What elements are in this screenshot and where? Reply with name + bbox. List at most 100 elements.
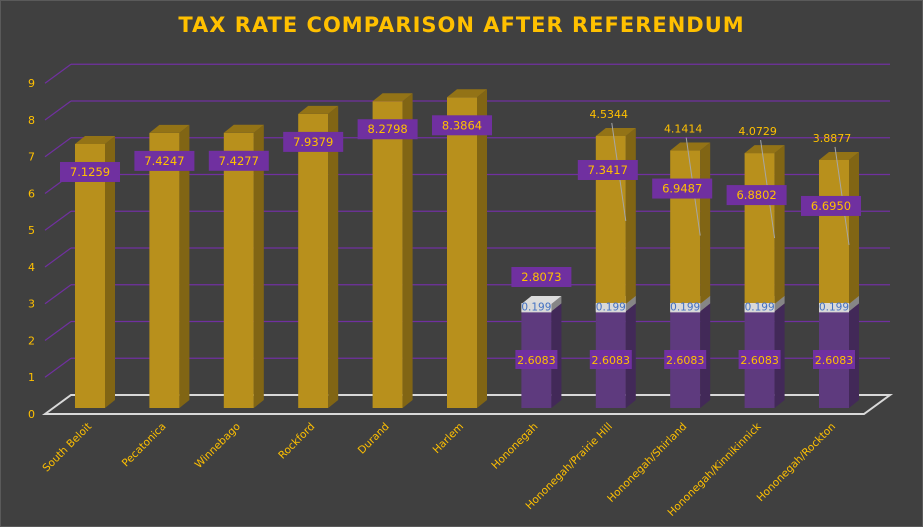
bar-side — [477, 89, 487, 409]
total-label-box — [357, 119, 418, 140]
bar-segment — [298, 105, 339, 408]
x-tick-label: Winnebago — [193, 421, 243, 471]
bar-front — [819, 159, 849, 304]
data-label: 4.1414 — [664, 123, 703, 136]
data-label-box — [521, 302, 552, 313]
y-tick-label: 9 — [28, 77, 35, 90]
data-label: 2.6083 — [815, 354, 854, 367]
y-tick-label: 1 — [28, 371, 35, 384]
bar-front — [372, 101, 403, 409]
bar-segment — [744, 145, 785, 304]
gridline-diagonal — [44, 284, 72, 305]
gridline-diagonal — [44, 100, 72, 121]
bar-segment — [149, 124, 190, 409]
bar-front — [670, 150, 701, 304]
bar-segment — [372, 93, 413, 409]
bar-top — [595, 127, 636, 136]
data-label-box — [589, 350, 632, 369]
data-label: 0.199 — [521, 301, 551, 313]
total-label: 7.3417 — [588, 163, 628, 177]
x-tick-label: Harlem — [431, 421, 467, 457]
total-label-box — [801, 195, 861, 216]
x-tick-label: South Beloit — [40, 421, 94, 475]
gridline-diagonal — [44, 137, 72, 158]
bar-top — [372, 93, 413, 102]
bar-side — [328, 105, 339, 408]
data-label-box — [515, 350, 558, 369]
total-label-box — [134, 150, 195, 171]
bar-side — [700, 142, 711, 304]
bar-top — [744, 145, 785, 154]
data-label-box — [744, 302, 775, 313]
x-tick-label: Durand — [356, 421, 392, 457]
bar-front — [744, 153, 775, 304]
bar-segment — [223, 124, 264, 409]
bar-segment — [75, 135, 115, 408]
x-tick-label: Hononegah/Prairie Hill — [523, 421, 614, 512]
chart-floor — [41, 394, 894, 415]
bar-top — [298, 105, 339, 114]
bar-top — [670, 142, 711, 151]
y-tick-label: 5 — [28, 224, 35, 237]
y-tick-label: 8 — [28, 114, 35, 127]
y-tick-label: 6 — [28, 187, 35, 200]
x-tick-label: Pecatonica — [120, 421, 169, 470]
total-label: 2.8073 — [521, 270, 561, 284]
bar-top — [447, 89, 487, 98]
data-label: 0.199 — [745, 301, 775, 313]
chart-title: TAX RATE COMPARISON AFTER REFERENDUM — [178, 13, 745, 37]
bar-side — [253, 124, 264, 409]
data-label: 0.199 — [819, 301, 849, 313]
data-label: 3.8877 — [813, 132, 852, 145]
gridline-diagonal — [44, 321, 72, 341]
y-tick-label: 2 — [28, 334, 35, 347]
data-label: 2.6083 — [740, 354, 779, 367]
bar-side — [551, 295, 562, 312]
bar-side — [402, 93, 413, 409]
bar-side — [849, 295, 859, 312]
data-label: 0.199 — [596, 301, 626, 313]
bar-front — [75, 143, 105, 408]
total-label: 8.3864 — [442, 118, 482, 132]
x-tick-label: Hononegah — [489, 421, 540, 472]
gridline-diagonal — [44, 247, 72, 268]
bar-side — [105, 135, 115, 408]
total-label-box — [726, 185, 787, 206]
bar-segment — [447, 89, 487, 409]
bar-front — [447, 97, 477, 409]
total-label-box — [432, 115, 492, 136]
data-label: 2.6083 — [592, 354, 631, 367]
y-tick-label: 7 — [28, 151, 35, 164]
gridline-diagonal — [44, 210, 72, 231]
bar-side — [774, 295, 785, 312]
gridline-diagonal — [44, 357, 72, 378]
bar-top — [75, 135, 115, 144]
total-label: 7.4247 — [144, 154, 184, 168]
total-label: 6.6950 — [811, 199, 851, 213]
data-label: 0.199 — [670, 301, 700, 313]
bar-front — [298, 113, 329, 408]
data-label-box — [595, 302, 626, 313]
x-tick-label: Rockford — [276, 421, 317, 462]
x-tick-label: Hononegah/Shirland — [605, 421, 689, 505]
bar-segment — [819, 151, 859, 304]
total-label-box — [511, 266, 572, 287]
data-label-box — [664, 350, 707, 369]
data-label-box — [738, 350, 781, 369]
bar-side — [774, 145, 785, 304]
bar-top — [819, 151, 859, 160]
total-label-box — [652, 178, 713, 199]
total-label-box — [283, 131, 344, 152]
data-label: 2.6083 — [517, 354, 556, 367]
total-label: 7.9379 — [293, 135, 333, 149]
bar-top — [521, 295, 562, 304]
total-label: 7.4277 — [219, 154, 259, 168]
bar-side — [179, 124, 190, 409]
y-tick-label: 0 — [28, 408, 35, 421]
data-label: 4.0729 — [738, 125, 777, 138]
y-tick-label: 4 — [28, 261, 35, 274]
total-label: 7.1259 — [70, 165, 110, 179]
total-label-box — [60, 161, 120, 182]
